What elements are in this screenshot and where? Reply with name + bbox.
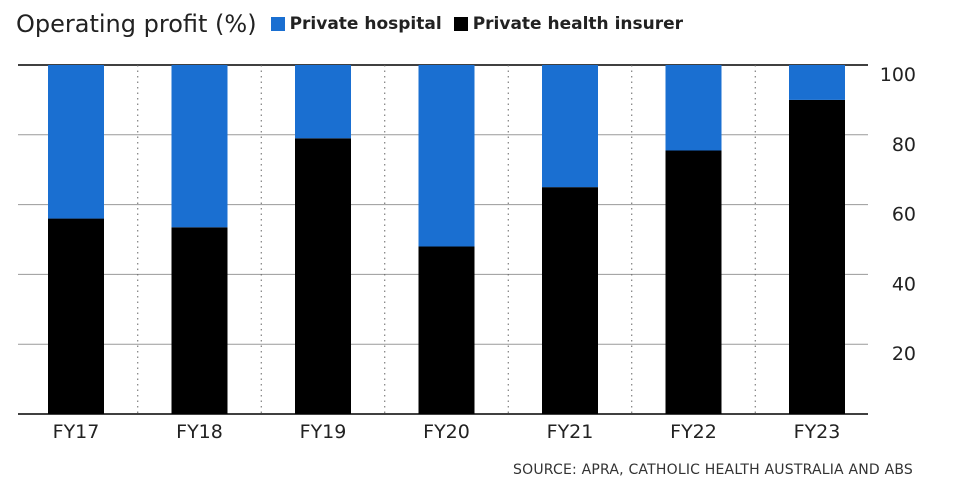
x-tick-label-fy21: FY21 [547,421,594,443]
legend-item-private-health-insurer: Private health insurer [453,14,684,34]
y-tick-label-40: 40 [892,273,916,295]
source-note: SOURCE: APRA, CATHOLIC HEALTH AUSTRALIA … [513,462,913,478]
bar-private-health-insurer-fy17 [48,218,104,414]
y-tick-label-80: 80 [892,134,916,156]
x-tick-label-fy20: FY20 [423,421,470,443]
x-tick-label-fy17: FY17 [53,421,100,443]
bar-private-health-insurer-fy22 [665,150,722,414]
bar-private-hospital-fy19 [295,65,351,139]
bar-private-health-insurer-fy19 [295,138,351,415]
bar-private-health-insurer-fy23 [789,99,845,415]
legend-swatch-private-hospital [270,17,285,31]
chart-header: Operating profit (%) Private hospital Pr… [16,10,695,38]
bar-private-health-insurer-fy20 [418,246,475,414]
x-tick-label-fy19: FY19 [300,421,347,443]
legend-label-private-health-insurer: Private health insurer [472,14,684,34]
y-tick-label-20: 20 [892,343,916,365]
bar-private-hospital-fy18 [171,65,228,228]
chart-title: Operating profit (%) [16,10,257,38]
bar-private-hospital-fy23 [789,65,845,100]
bar-private-hospital-fy17 [48,65,104,219]
legend-label-private-hospital: Private hospital [289,14,442,34]
bar-private-hospital-fy22 [665,65,722,151]
x-tick-label-fy22: FY22 [670,421,717,443]
y-tick-label-60: 60 [892,204,916,226]
bar-private-hospital-fy20 [418,65,475,247]
bar-private-hospital-fy21 [542,65,598,188]
x-tick-label-fy18: FY18 [176,421,223,443]
bar-private-health-insurer-fy18 [171,227,228,414]
legend-swatch-private-health-insurer [453,17,468,31]
legend-item-private-hospital: Private hospital [270,14,442,34]
x-tick-label-fy23: FY23 [794,421,841,443]
y-tick-label-100: 100 [880,64,916,86]
bar-private-health-insurer-fy21 [542,187,598,414]
